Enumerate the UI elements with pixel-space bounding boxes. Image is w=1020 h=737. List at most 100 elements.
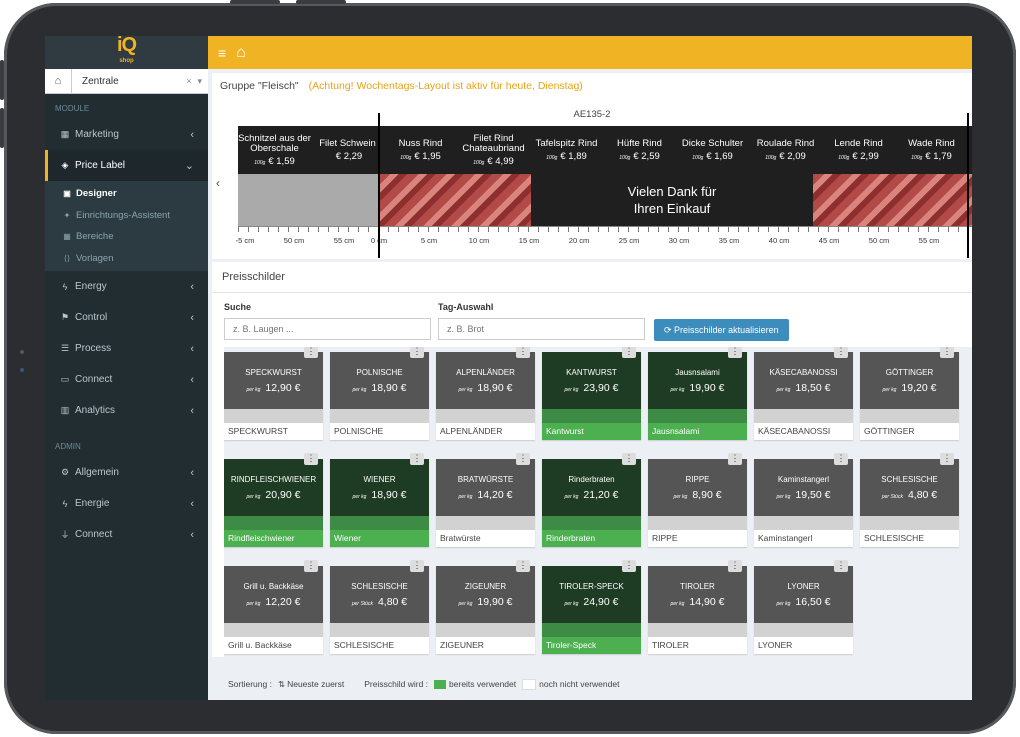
- submenu-item-bereiche[interactable]: ▦ Bereiche: [45, 226, 208, 248]
- card-label: TIROLER: [652, 640, 689, 650]
- more-icon[interactable]: ⋮: [516, 453, 530, 465]
- unused-swatch: [522, 678, 537, 690]
- more-icon[interactable]: ⋮: [834, 453, 848, 465]
- sort-icon[interactable]: ⇅: [277, 678, 286, 689]
- price-label-card[interactable]: ⋮ Jausnsalami per kg 19,90 € Jausnsalami: [648, 347, 747, 440]
- card-price: per kg 18,90 €: [352, 382, 407, 394]
- card-divider: [436, 516, 535, 530]
- hamburger-icon[interactable]: ≡: [218, 44, 227, 61]
- home-icon[interactable]: ⌂: [45, 69, 72, 93]
- home-icon[interactable]: ⌂: [236, 43, 246, 61]
- shelf-strip-banner[interactable]: Vielen Dank für Ihren Einkauf: [238, 174, 972, 226]
- price-label-card[interactable]: ⋮ TIROLER per kg 14,90 € TIROLER: [648, 560, 747, 654]
- more-icon[interactable]: ⋮: [410, 453, 424, 465]
- shelf-label-slot[interactable]: Hüfte Rind 100g € 2,59: [603, 126, 676, 174]
- shelf-label-slot[interactable]: Roulade Rind 100g € 2,09: [749, 126, 822, 174]
- submenu-label: Einrichtungs-Assistent: [76, 209, 170, 221]
- card-preview: ⋮ RINDFLEISCHWIENER per kg 20,90 €: [224, 453, 323, 516]
- shelf-label-slot[interactable]: Nuss Rind 100g € 1,95: [384, 126, 457, 174]
- card-divider: [436, 409, 535, 423]
- price-label-card[interactable]: ⋮ Rinderbraten per kg 21,20 € Rinderbraten: [542, 453, 641, 547]
- price-label-card[interactable]: ⋮ SCHLESISCHE per Stück 4,80 € SCHLESISCHE: [330, 560, 429, 654]
- more-icon[interactable]: ⋮: [940, 347, 954, 358]
- shelf-label-slot[interactable]: Schnitzel aus der Oberschale 100g € 1,59: [238, 126, 311, 174]
- more-icon[interactable]: ⋮: [834, 560, 848, 572]
- more-icon[interactable]: ⋮: [728, 560, 742, 572]
- more-icon[interactable]: ⋮: [304, 560, 318, 572]
- price-label-card[interactable]: ⋮ Grill u. Backkäse per kg 12,20 € Grill u. …: [224, 560, 323, 654]
- more-icon[interactable]: ⋮: [622, 347, 636, 358]
- submenu-item-designer[interactable]: ▣ Designer: [45, 183, 208, 205]
- sort-value[interactable]: Neueste zuerst: [287, 679, 345, 689]
- card-preview: ⋮ POLNISCHE per kg 18,90 €: [330, 347, 429, 409]
- price-label-card[interactable]: ⋮ BRATWÜRSTE per kg 14,20 € Bratwürste: [436, 453, 535, 547]
- more-icon[interactable]: ⋮: [410, 347, 424, 358]
- submenu-label: Bereiche: [76, 231, 114, 243]
- shelf-label-slot[interactable]: Dicke Schulter 100g € 1,69: [676, 126, 749, 174]
- sidebar-item-energy[interactable]: ϟ Energy ‹: [45, 271, 208, 302]
- more-icon[interactable]: ⋮: [410, 560, 424, 572]
- price-label-card[interactable]: ⋮ SPECKWURST per kg 12,90 € SPECKWURST: [224, 347, 323, 440]
- card-preview: ⋮ Kaminstangerl per kg 19,50 €: [754, 453, 853, 516]
- sidebar-item-connect[interactable]: ⏚ Connect ‹: [45, 519, 208, 550]
- more-icon[interactable]: ⋮: [516, 560, 530, 572]
- more-icon[interactable]: ⋮: [304, 347, 318, 358]
- shelf-label-slot[interactable]: Wade Rind 100g € 1,79: [895, 126, 968, 174]
- sidebar-item-allgemein[interactable]: ⚙ Allgemein ‹: [45, 457, 208, 488]
- sidebar-item-process[interactable]: ☰ Process ‹: [45, 333, 208, 364]
- submenu-item-vorlagen[interactable]: ⟨⟩ Vorlagen: [45, 248, 208, 270]
- more-icon[interactable]: ⋮: [728, 453, 742, 465]
- more-icon[interactable]: ⋮: [516, 347, 530, 358]
- chevron-down-icon[interactable]: ▾: [197, 75, 202, 86]
- sidebar-item-energie[interactable]: ϟ Energie ‹: [45, 488, 208, 519]
- sidebar-item-control[interactable]: ⚑ Control ‹: [45, 302, 208, 333]
- shelf-strip-labels[interactable]: Schnitzel aus der Oberschale 100g € 1,59 Fi…: [238, 126, 972, 174]
- used-legend: bereits verwendet: [449, 679, 517, 689]
- sidebar-item-analytics[interactable]: ▥ Analytics ‹: [45, 395, 208, 426]
- price-label-card[interactable]: ⋮ ZIGEUNER per kg 19,90 € ZIGEUNER: [436, 560, 535, 654]
- card-product-name: Jausnsalami: [675, 368, 720, 377]
- more-icon[interactable]: ⋮: [622, 453, 636, 465]
- shelf-label-slot[interactable]: Filet Schwein € 2,29: [311, 126, 384, 174]
- logo-bar[interactable]: iQ shop: [45, 36, 208, 69]
- sidebar-item-marketing[interactable]: ▦ Marketing ‹: [45, 119, 208, 150]
- shelf-label-slot[interactable]: Lende Rind 100g € 2,99: [822, 126, 895, 174]
- more-icon[interactable]: ⋮: [622, 560, 636, 572]
- price-label-card[interactable]: ⋮ ALPENLÄNDER per kg 18,90 € ALPENLÄNDER: [436, 347, 535, 440]
- more-icon[interactable]: ⋮: [834, 347, 848, 358]
- card-divider: [860, 409, 959, 423]
- price-label-card[interactable]: ⋮ LYONER per kg 16,50 € LYONER: [754, 560, 853, 654]
- price-label-card[interactable]: ⋮ RINDFLEISCHWIENER per kg 20,90 € Rindfleis…: [224, 453, 323, 547]
- price-label-card[interactable]: ⋮ KANTWURST per kg 23,90 € Kantwurst: [542, 347, 641, 440]
- shelf-label-slot[interactable]: Tafelspitz Rind 100g € 1,89: [530, 126, 603, 174]
- search-input[interactable]: [224, 318, 431, 340]
- sidebar-item-connect[interactable]: ▭ Connect ‹: [45, 364, 208, 395]
- price-label-card[interactable]: ⋮ GÖTTINGER per kg 19,20 € GÖTTINGER: [860, 347, 959, 440]
- more-icon[interactable]: ⋮: [304, 453, 318, 465]
- sidebar-item-price-label[interactable]: ◈ Price Label ⌄: [45, 150, 208, 181]
- filial-select[interactable]: ⌂ Zentrale × ▾: [45, 69, 208, 94]
- submenu-item-einrichtungs-assistent[interactable]: ✦ Einrichtungs-Assistent: [45, 205, 208, 227]
- card-price: per Stück 4,80 €: [881, 489, 938, 501]
- section-module: MODULE: [55, 104, 90, 113]
- card-price: per kg 19,20 €: [882, 382, 937, 394]
- price-label-card[interactable]: ⋮ Kaminstangerl per kg 19,50 € Kaminstangerl: [754, 453, 853, 547]
- more-icon[interactable]: ⋮: [728, 347, 742, 358]
- refresh-button[interactable]: ⟳ Preisschilder aktualisieren: [654, 319, 789, 341]
- price-label-card[interactable]: ⋮ KÄSECABANOSSI per kg 18,50 € KÄSECABANOSSI: [754, 347, 853, 440]
- price-label-card[interactable]: ⋮ POLNISCHE per kg 18,90 € POLNISCHE: [330, 347, 429, 440]
- chevron-left-icon[interactable]: ‹: [216, 176, 220, 190]
- tag-input[interactable]: [438, 318, 645, 340]
- shelf-label-slot[interactable]: Filet Rind Chateaubriand 100g € 4,99: [457, 126, 530, 174]
- card-label: POLNISCHE: [334, 426, 384, 436]
- clear-icon[interactable]: ×: [186, 76, 192, 86]
- group-header: Gruppe "Fleisch" (Achtung! Wochentags-La…: [212, 73, 972, 99]
- price-label-card[interactable]: ⋮ TIROLER-SPECK per kg 24,90 € Tiroler-Speck: [542, 560, 641, 654]
- more-icon[interactable]: ⋮: [940, 453, 954, 465]
- price-label-card[interactable]: ⋮ WIENER per kg 18,90 € Wiener: [330, 453, 429, 547]
- card-price: per kg 18,50 €: [776, 382, 831, 394]
- price-label-card[interactable]: ⋮ SCHLESISCHE per Stück 4,80 € SCHLESISCHE: [860, 453, 959, 547]
- price-label-card[interactable]: ⋮ RIPPE per kg 8,90 € RIPPE: [648, 453, 747, 547]
- card-preview: ⋮ SCHLESISCHE per Stück 4,80 €: [860, 453, 959, 516]
- card-product-name: LYONER: [787, 582, 820, 591]
